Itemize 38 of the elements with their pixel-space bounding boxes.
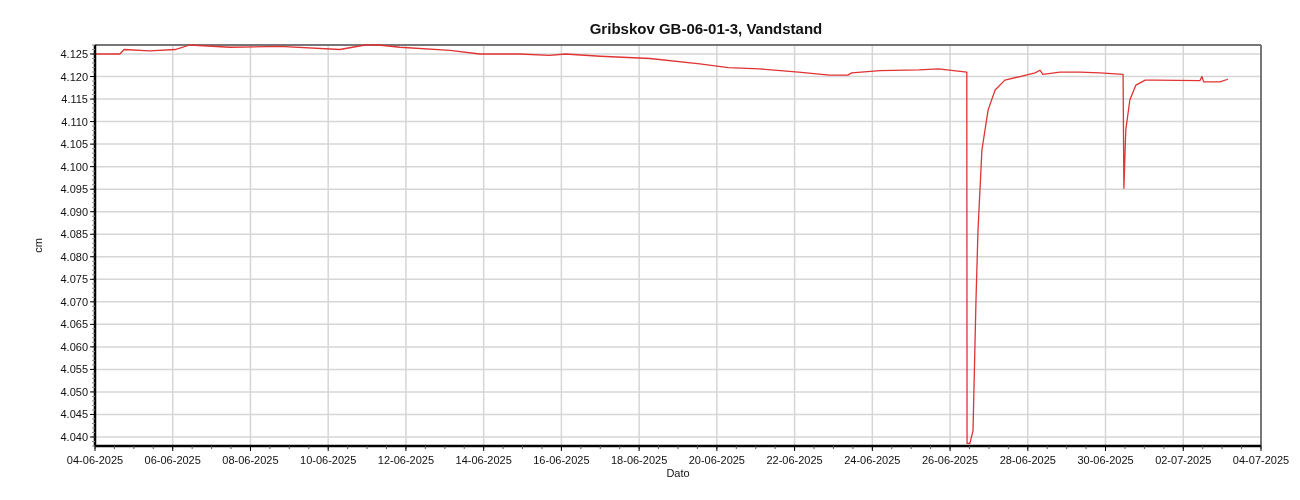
x-tick-label: 18-06-2025 — [610, 454, 668, 466]
y-tick-label: 4.110 — [61, 115, 88, 128]
x-tick-label: 22-06-2025 — [766, 454, 823, 466]
x-tick-label: 06-06-2025 — [144, 454, 201, 466]
x-tick-label: 28-06-2025 — [999, 454, 1056, 466]
y-tick-label: 4.065 — [60, 318, 88, 331]
y-axis-title: cm — [32, 238, 44, 253]
y-tick-label: 4.095 — [60, 183, 88, 196]
y-tick-label: 4.080 — [60, 250, 88, 263]
x-tick-label: 26-06-2025 — [921, 454, 979, 466]
y-tick-label: 4.075 — [60, 273, 88, 286]
y-tick-label: 4.060 — [60, 340, 88, 353]
y-tick-label: 4.090 — [60, 205, 88, 218]
x-tick-label: 02-07-2025 — [1155, 454, 1212, 466]
x-tick-label: 24-06-2025 — [844, 454, 901, 466]
y-tick-label: 4.100 — [60, 160, 88, 173]
y-tick-label: 4.040 — [60, 430, 88, 443]
y-tick-label: 4.105 — [60, 138, 88, 151]
x-tick-label: 08-06-2025 — [222, 454, 279, 466]
y-tick-label: 4.070 — [60, 295, 88, 308]
x-tick-label: 12-06-2025 — [377, 454, 435, 466]
chart-title: Gribskov GB-06-01-3, Vandstand — [589, 20, 823, 37]
x-tick-label: 14-06-2025 — [455, 454, 512, 466]
x-tick-label: 20-06-2025 — [688, 454, 746, 466]
y-tick-label: 4.115 — [61, 93, 88, 106]
y-tick-label: 4.125 — [60, 48, 88, 61]
y-tick-label: 4.050 — [60, 385, 88, 398]
x-tick-label: 16-06-2025 — [533, 454, 590, 466]
x-tick-label: 30-06-2025 — [1077, 454, 1134, 466]
x-axis-title: Dato — [666, 467, 690, 479]
x-tick-label: 10-06-2025 — [300, 454, 357, 466]
line-series — [94, 44, 1229, 444]
x-tick-label: 04-07-2025 — [1232, 454, 1290, 466]
y-tick-label: 4.045 — [60, 408, 88, 421]
y-tick-label: 4.085 — [60, 228, 88, 241]
y-tick-label: 4.055 — [60, 363, 88, 376]
y-tick-label: 4.120 — [60, 70, 88, 83]
x-tick-label: 04-06-2025 — [66, 454, 124, 466]
